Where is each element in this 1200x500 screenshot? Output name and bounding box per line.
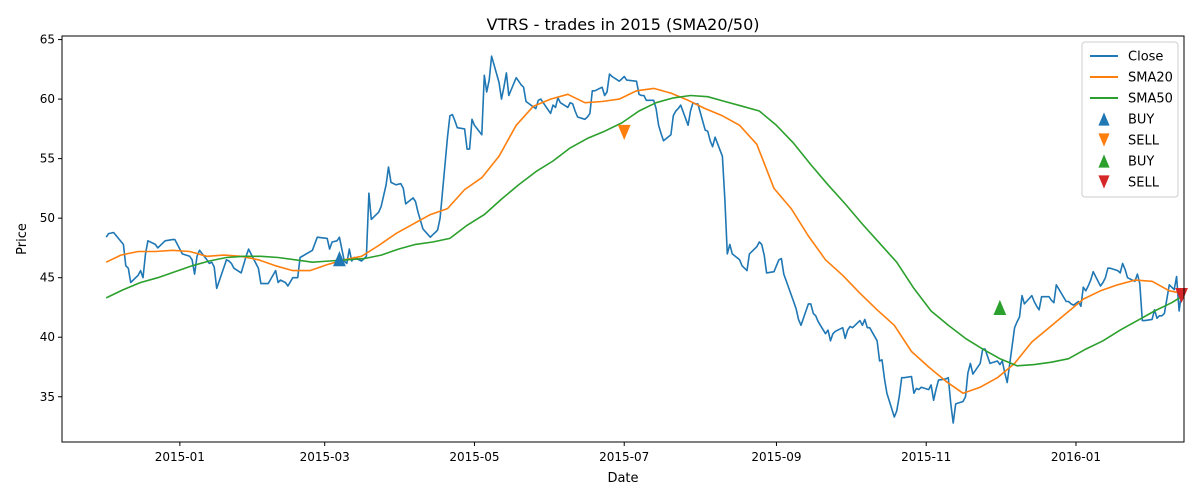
y-tick-label: 50 [40,211,55,225]
sell-marker-2 [617,124,631,141]
legend-label: Close [1128,50,1163,65]
legend-box [1081,41,1179,198]
plot-markers [333,124,1188,316]
legend-swatch-sell [1098,133,1110,147]
x-tick-label: 2016-01 [1051,450,1101,464]
y-tick-label: 55 [40,152,55,166]
y-axis: 35 40 45 50 55 60 65 [40,33,62,404]
legend-label: BUY [1128,155,1154,170]
plot-frame [61,35,1185,443]
buy-marker-1 [333,251,346,267]
legend: Close SMA20 SMA50 BUY SELL BUY SELL [1081,41,1179,198]
legend-label: SELL [1128,134,1160,149]
x-tick-label: 2015-03 [300,450,350,464]
y-axis-title: Price [15,223,30,255]
series-line-sma50 [105,94,1182,367]
x-tick-label: 2015-07 [599,450,649,464]
y-tick-label: 40 [40,330,55,344]
legend-swatch-sell [1098,175,1110,189]
legend-swatch-buy [1098,154,1110,168]
legend-label: SELL [1128,176,1160,191]
y-tick-label: 35 [40,390,55,404]
legend-label: SMA20 [1128,71,1173,86]
chart-title: VTRS - trades in 2015 (SMA20/50) [487,15,760,34]
x-tick-label: 2015-09 [751,450,801,464]
y-tick-label: 60 [40,92,55,106]
plot-lines [105,55,1183,424]
buy-marker-3 [993,299,1007,316]
x-axis: 2015-01 2015-03 2015-05 2015-07 2015-09 2015-… [155,442,1101,464]
series-line-sma20 [105,87,1182,395]
legend-swatch-buy [1098,112,1110,126]
x-tick-label: 2015-01 [155,450,205,464]
y-tick-label: 45 [40,271,55,285]
series-line-close [105,55,1183,424]
y-tick-label: 65 [40,33,55,47]
x-tick-label: 2015-11 [901,450,951,464]
x-axis-title: Date [607,471,638,486]
x-tick-label: 2015-05 [449,450,499,464]
legend-label: BUY [1128,113,1154,128]
sell-marker-4 [1175,287,1188,304]
legend-label: SMA50 [1128,92,1173,107]
